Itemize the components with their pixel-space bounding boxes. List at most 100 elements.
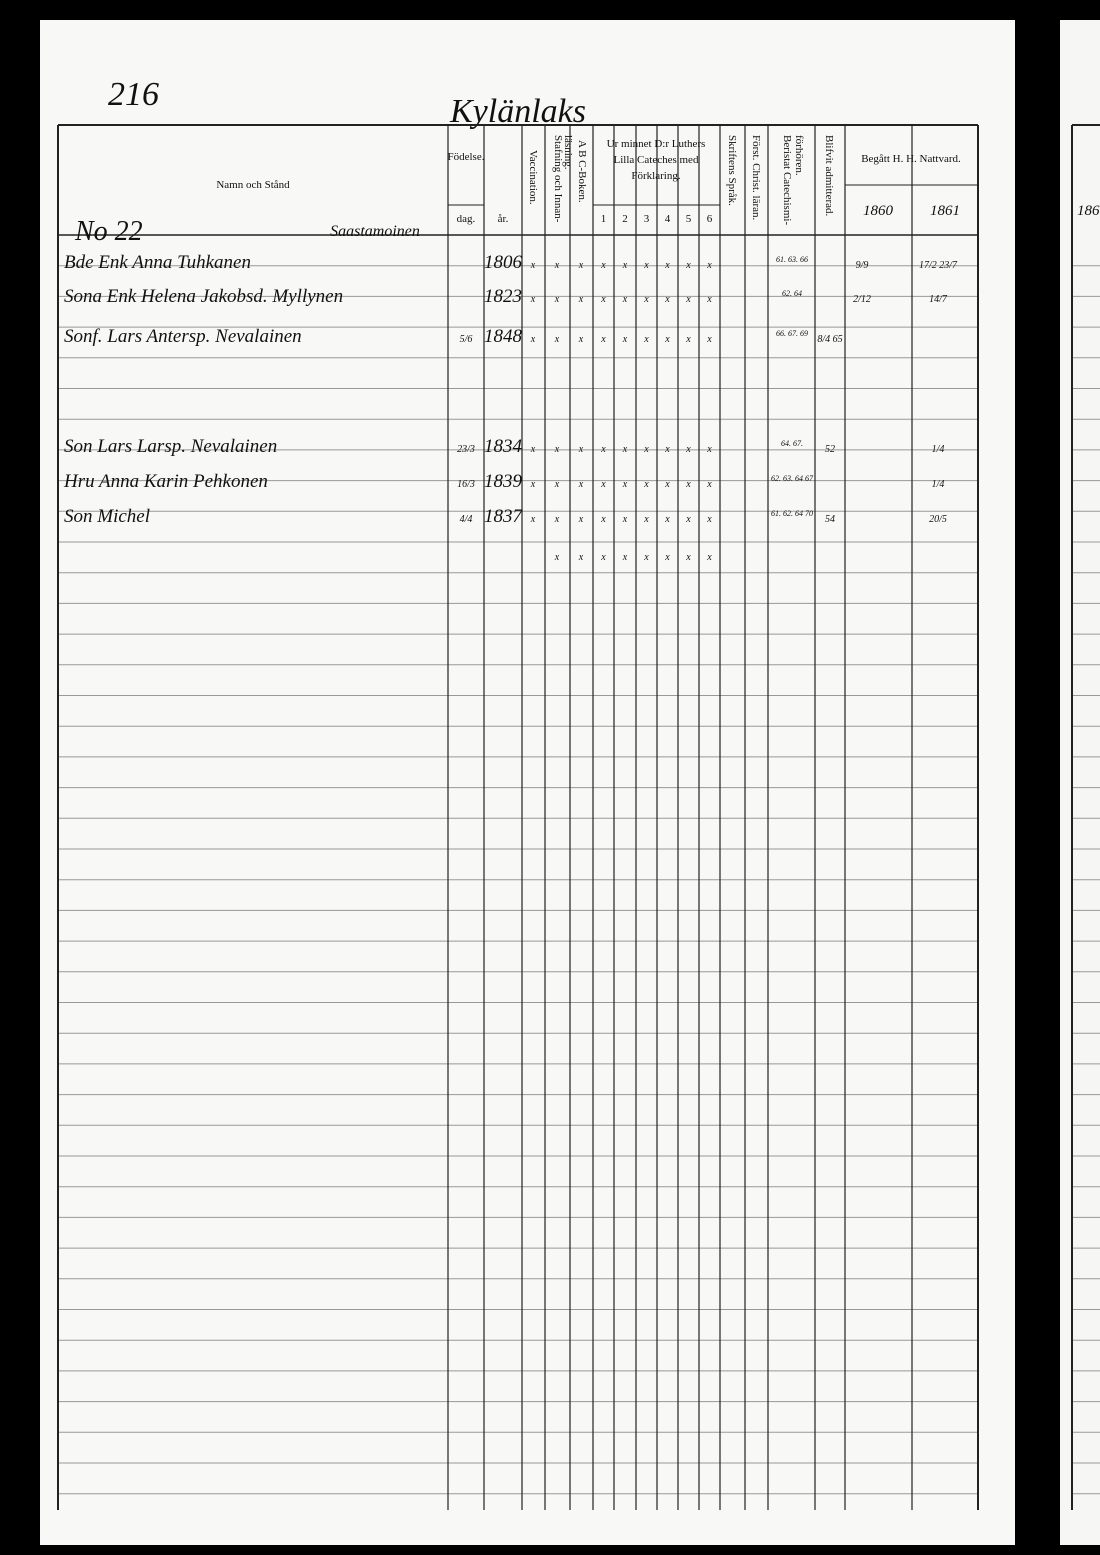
catechism-mark: x — [706, 294, 712, 305]
reading: x — [554, 334, 560, 345]
page-number: 216 — [108, 76, 159, 113]
vaccination: x — [530, 444, 536, 455]
catechism-mark: x — [664, 552, 670, 563]
catechism-mark: x — [600, 552, 606, 563]
reading: x — [554, 294, 560, 305]
catechism-mark: x — [685, 479, 691, 490]
header-day: dag. — [457, 213, 476, 225]
header-vaccination: Vaccination. — [527, 150, 539, 205]
communion-1861: 14/7 — [929, 294, 948, 305]
catechism-mark: x — [643, 552, 649, 563]
communion-1860: 2/12 — [853, 294, 871, 305]
admitted: 8/4 65 — [817, 334, 842, 345]
header-hearings: Beristat Catechismi- — [781, 135, 793, 225]
catechism-mark: x — [622, 514, 628, 525]
communion-1861: 20/5 — [929, 514, 947, 525]
catechism-mark: x — [664, 514, 670, 525]
catechism-mark: x — [706, 334, 712, 345]
hearings: 64. 67. — [781, 439, 803, 448]
catechism-mark: x — [664, 294, 670, 305]
header-reading: Stafning och Innan- — [552, 135, 564, 223]
admitted: 54 — [825, 514, 835, 525]
reading: x — [554, 444, 560, 455]
catechism-mark: x — [622, 260, 628, 271]
catechism-mark: x — [622, 479, 628, 490]
catechism-mark: x — [643, 294, 649, 305]
catechism-mark: x — [600, 479, 606, 490]
catechism-mark: x — [600, 260, 606, 271]
birth-year: 1839 — [484, 471, 523, 492]
vaccination: x — [530, 260, 536, 271]
birth-year: 1834 — [484, 436, 523, 457]
hearings: 61. 62. 64 70 — [771, 509, 813, 518]
catechism-mark: x — [643, 444, 649, 455]
header-year: år. — [498, 213, 509, 225]
catechism-mark: x — [600, 294, 606, 305]
abc: x — [578, 479, 584, 490]
catechism-mark: x — [622, 552, 628, 563]
abc: x — [578, 334, 584, 345]
catechism-mark: x — [685, 444, 691, 455]
birth-year: 1837 — [484, 506, 524, 527]
vaccination: x — [530, 479, 536, 490]
hearings: 66. 67. 69 — [776, 329, 808, 338]
birth-year: 1806 — [484, 252, 523, 273]
communion-1860: 9/9 — [856, 260, 869, 271]
header-christ: Först. Christ. läran. — [750, 135, 762, 220]
birth-year: 1848 — [484, 326, 523, 347]
person-name: Hru Anna Karin Pehkonen — [63, 471, 268, 492]
reading: x — [554, 260, 560, 271]
header-year-col: 1860 — [863, 203, 894, 219]
catechism-mark: x — [664, 444, 670, 455]
header-part: 2 — [622, 213, 628, 225]
hearings: 62. 63. 64 67 — [771, 474, 814, 483]
reading: x — [554, 479, 560, 490]
abc: x — [578, 552, 584, 563]
household-place: Saastamoinen — [330, 223, 420, 240]
catechism-mark: x — [706, 444, 712, 455]
catechism-mark: x — [664, 260, 670, 271]
reading: x — [554, 552, 560, 563]
birth-year: 1823 — [484, 286, 522, 307]
header-year-col: 1861 — [930, 203, 960, 219]
catechism-mark: x — [685, 334, 691, 345]
catechism-mark: x — [622, 294, 628, 305]
catechism-mark: x — [664, 334, 670, 345]
birth-day: 5/6 — [460, 334, 473, 345]
catechism-mark: x — [622, 334, 628, 345]
communion-1861: 1/4 — [932, 444, 945, 455]
header-admitted: Blifvit admitterad. — [823, 135, 835, 217]
person-name: Son Lars Larsp. Nevalainen — [64, 436, 277, 457]
left-sheet — [40, 20, 1015, 1545]
abc: x — [578, 514, 584, 525]
header-abc: A B C-Boken. — [576, 140, 588, 203]
person-name: Son Michel — [64, 506, 150, 527]
header-part: 3 — [644, 213, 650, 225]
catechism-mark: x — [685, 294, 691, 305]
catechism-mark: x — [600, 444, 606, 455]
header-catechism: Lilla Cateches med — [614, 154, 699, 166]
village: Kylänlaks — [449, 93, 586, 130]
header-hearings: förhören. — [793, 135, 805, 176]
header-birth: Födelse. — [448, 151, 485, 163]
vaccination: x — [530, 334, 536, 345]
header-scripture: Skriftens Språk. — [726, 135, 738, 206]
abc: x — [578, 294, 584, 305]
abc: x — [578, 444, 584, 455]
birth-day: 16/3 — [457, 479, 475, 490]
header-part: 6 — [707, 213, 713, 225]
catechism-mark: x — [685, 260, 691, 271]
header-catechism: Ur minnet D:r Luthers — [607, 138, 706, 150]
household-number: No 22 — [74, 216, 143, 247]
birth-day: 23/3 — [457, 444, 475, 455]
header-part: 5 — [686, 213, 692, 225]
catechism-mark: x — [706, 514, 712, 525]
catechism-mark: x — [706, 552, 712, 563]
hearings: 62. 64 — [782, 289, 802, 298]
vaccination: x — [530, 514, 536, 525]
catechism-mark: x — [643, 334, 649, 345]
catechism-mark: x — [643, 479, 649, 490]
admitted: 52 — [825, 444, 835, 455]
catechism-mark: x — [664, 479, 670, 490]
